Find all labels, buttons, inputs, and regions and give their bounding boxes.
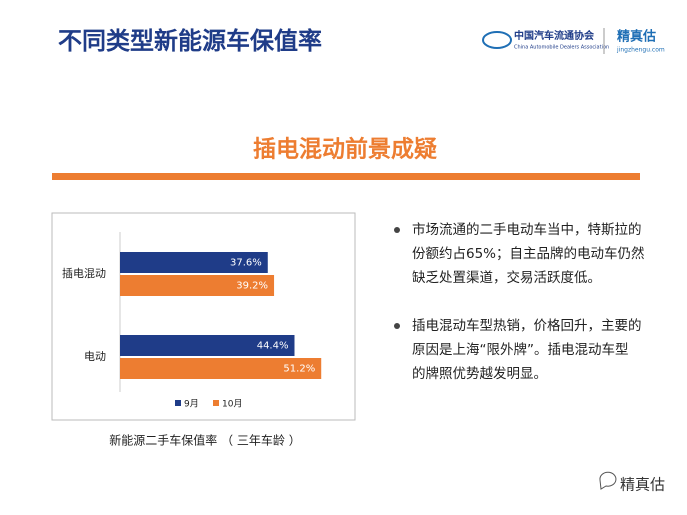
bullet-dot bbox=[394, 227, 400, 233]
section-rule bbox=[52, 173, 640, 180]
legend-swatch bbox=[175, 400, 181, 406]
chart-caption: 新能源二手车保值率 （ 三年车龄 ） bbox=[109, 433, 300, 448]
legend-label: 9月 bbox=[184, 399, 199, 410]
bar bbox=[120, 335, 295, 356]
bar bbox=[120, 252, 268, 273]
data-label: 44.4% bbox=[257, 341, 289, 352]
bullet-line: 份额约占65%；自主品牌的电动车仍然 bbox=[412, 245, 645, 262]
footer-brand: 精真估 bbox=[620, 476, 665, 494]
bullet-line: 原因是上海“限外牌”。插电混动车型 bbox=[412, 341, 629, 358]
logo-cn: 中国汽车流通协会 bbox=[514, 29, 594, 42]
chart-frame bbox=[51, 212, 356, 421]
y-tick-label: 电动 bbox=[84, 350, 106, 363]
logo-en: China Automobile Dealers Association bbox=[514, 45, 609, 51]
bullet-line: 市场流通的二手电动车当中，特斯拉的 bbox=[412, 221, 642, 238]
bullet-line: 缺乏处置渠道，交易活跃度低。 bbox=[412, 269, 601, 286]
data-label: 37.6% bbox=[230, 258, 262, 269]
y-tick-label: 插电混动 bbox=[62, 266, 106, 280]
legend-swatch bbox=[213, 400, 219, 406]
section-title: 插电混动前景成疑 bbox=[253, 136, 437, 163]
legend-label: 10月 bbox=[222, 399, 242, 410]
slide-title: 不同类型新能源车保值率 bbox=[58, 27, 322, 55]
bullet-dot bbox=[394, 323, 400, 329]
bullet-line: 的牌照优势越发明显。 bbox=[412, 365, 547, 382]
bar bbox=[120, 275, 275, 296]
brand: 精真估 bbox=[617, 29, 656, 45]
bar bbox=[120, 358, 322, 379]
wechat-icon bbox=[599, 471, 617, 490]
data-label: 39.2% bbox=[236, 281, 268, 292]
bullet-line: 插电混动车型热销，价格回升，主要的 bbox=[412, 317, 642, 334]
data-label: 51.2% bbox=[283, 364, 315, 375]
brand-url: jingzhengu.com bbox=[616, 47, 665, 54]
logo-icon bbox=[482, 31, 512, 49]
